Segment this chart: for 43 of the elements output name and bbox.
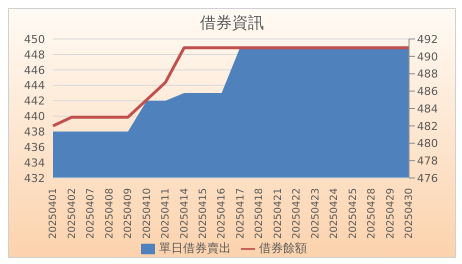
x-tick-label: 20250423 (310, 188, 322, 239)
x-tick-label: 20250422 (292, 188, 303, 239)
legend-label: 單日借券賣出 (159, 241, 231, 255)
y-tick-label: 440 (24, 110, 45, 124)
line-series (52, 46, 410, 128)
y-tick-label: 444 (24, 79, 45, 92)
chart-title: 借券資訊 (200, 13, 264, 32)
y2-tick-label: 484 (417, 102, 438, 116)
y-tick-label: 438 (24, 126, 45, 139)
y2-tick-label: 476 (417, 172, 438, 185)
y2-tick-label: 492 (417, 32, 438, 46)
y2-tick-label: 488 (417, 68, 438, 81)
y-tick-label: 432 (24, 172, 45, 185)
x-tick-label: 20250418 (254, 188, 266, 239)
x-tick-label: 20250416 (216, 188, 228, 239)
y-tick-label: 436 (24, 141, 45, 154)
x-tick-label: 20250429 (385, 188, 396, 239)
x-tick-label: 20250417 (235, 188, 246, 239)
x-tick-label: 20250409 (123, 188, 134, 239)
x-tick-label: 20250407 (86, 188, 97, 239)
y-tick-label: 446 (24, 64, 45, 77)
y-tick-label: 450 (24, 32, 45, 46)
x-tick-label: 20250415 (198, 188, 209, 239)
legend-label: 借券餘額 (259, 241, 307, 255)
y-tick-label: 442 (24, 94, 45, 108)
y2-tick-label: 480 (417, 137, 438, 150)
x-tick-label: 20250408 (104, 188, 116, 239)
x-tick-label: 20250430 (404, 188, 416, 239)
x-tick-label: 20250425 (348, 188, 359, 239)
x-tick-label: 20250402 (66, 188, 78, 239)
y2-tick-label: 482 (417, 120, 438, 133)
y2-tick-label: 490 (417, 50, 438, 64)
x-tick-label: 20250424 (329, 188, 340, 239)
x-tick-label: 20250411 (160, 188, 172, 239)
x-tick-label: 20250401 (48, 188, 60, 239)
x-tick-label: 20250421 (272, 188, 284, 239)
x-tick-label: 20250414 (179, 188, 190, 239)
y-tick-label: 434 (24, 156, 45, 170)
y2-tick-label: 478 (417, 154, 438, 168)
x-tick-label: 20250428 (366, 188, 378, 239)
y-tick-label: 448 (24, 48, 45, 62)
y2-tick-label: 486 (417, 85, 438, 98)
x-tick-label: 20250410 (142, 188, 153, 239)
